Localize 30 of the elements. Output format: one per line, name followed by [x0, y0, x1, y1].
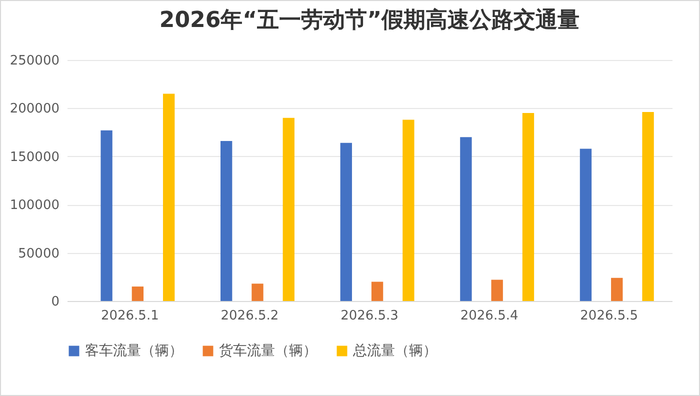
y-tick-label: 150000	[10, 150, 60, 165]
y-tick-label: 50000	[18, 246, 60, 262]
bar	[252, 284, 264, 301]
y-tick-label: 100000	[10, 198, 60, 214]
legend-label: 总流量（辆）	[352, 343, 437, 359]
bar	[132, 286, 144, 301]
x-tick-label: 2026.5.3	[340, 308, 398, 324]
y-tick-label: 250000	[10, 54, 60, 68]
x-tick-label: 2026.5.4	[460, 308, 518, 324]
chart-title: 2026年“五一劳动节”假期高速公路交通量	[159, 7, 580, 33]
bar	[522, 113, 534, 301]
x-tick-label: 2026.5.5	[580, 308, 638, 324]
y-tick-label: 0	[51, 294, 60, 310]
bar	[491, 280, 503, 301]
bar	[220, 140, 232, 301]
x-tick-label: 2026.5.2	[220, 308, 279, 324]
bar	[282, 118, 294, 301]
bar	[340, 142, 352, 301]
bar	[100, 130, 112, 301]
legend-label: 客车流量（辆）	[85, 343, 183, 359]
y-tick-label: 200000	[10, 102, 60, 117]
x-tick-label: 2026.5.1	[100, 308, 159, 324]
bar	[460, 137, 472, 301]
bar	[162, 94, 175, 301]
bar	[580, 148, 592, 301]
bar	[642, 112, 654, 301]
legend-label: 货车流量（辆）	[219, 343, 317, 359]
bar	[371, 282, 384, 301]
bar	[611, 278, 623, 301]
bar	[402, 120, 414, 301]
